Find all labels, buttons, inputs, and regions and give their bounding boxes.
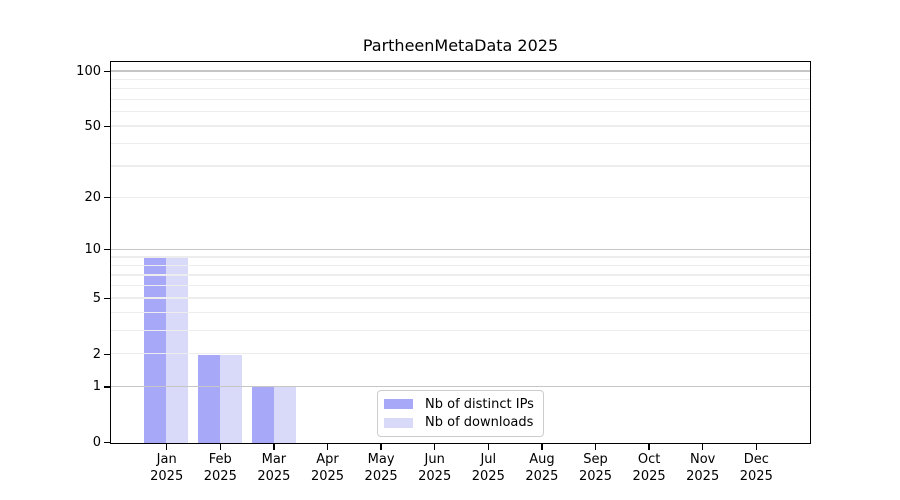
- y-tick-mark: [104, 298, 110, 299]
- x-tick-mark: [380, 444, 381, 450]
- gridline-minor: [111, 353, 810, 354]
- bar-downloads-feb: [220, 355, 242, 443]
- gridline-major: [111, 386, 810, 387]
- x-tick-mark: [166, 444, 167, 450]
- gridline-minor: [111, 256, 810, 257]
- bar-downloads-mar: [274, 387, 296, 443]
- y-tick-label: 5: [40, 289, 101, 308]
- x-tick-mark: [595, 444, 596, 450]
- legend-item-distinct-ips: Nb of distinct IPs: [384, 397, 537, 412]
- y-tick-mark: [104, 126, 110, 127]
- y-tick-label: 20: [40, 188, 101, 207]
- x-tick-mark: [220, 444, 221, 450]
- y-tick-mark: [104, 71, 110, 72]
- y-tick-label: 10: [40, 240, 101, 259]
- legend-label-downloads: Nb of downloads: [425, 415, 533, 430]
- gridline-minor: [111, 79, 810, 80]
- gridline-minor: [111, 165, 810, 166]
- bar-distinct-ips-mar: [252, 387, 274, 443]
- legend-swatch-distinct-ips: [384, 399, 413, 410]
- y-tick-mark: [104, 197, 110, 198]
- bar-distinct-ips-feb: [198, 355, 220, 443]
- gridline-minor: [111, 125, 810, 126]
- gridline-minor: [111, 99, 810, 100]
- gridline-minor: [111, 274, 810, 275]
- x-tick-mark: [702, 444, 703, 450]
- gridline-major: [111, 249, 810, 250]
- y-tick-label: 2: [40, 345, 101, 364]
- y-tick-mark: [104, 249, 110, 250]
- figure: PartheenMetaData 2025 0125102050100 Jan2…: [0, 0, 900, 500]
- y-tick-mark: [104, 442, 110, 443]
- y-tick-label: 0: [40, 433, 101, 452]
- gridline-minor: [111, 265, 810, 266]
- x-tick-mark: [434, 444, 435, 450]
- legend: Nb of distinct IPs Nb of downloads: [377, 390, 544, 437]
- legend-item-downloads: Nb of downloads: [384, 415, 537, 430]
- y-tick-label: 50: [40, 117, 101, 136]
- gridline-minor: [111, 330, 810, 331]
- x-tick-mark: [541, 444, 542, 450]
- gridline-major: [111, 70, 810, 71]
- gridline-minor: [111, 285, 810, 286]
- legend-label-distinct-ips: Nb of distinct IPs: [425, 397, 534, 412]
- chart-title: PartheenMetaData 2025: [110, 36, 811, 55]
- x-tick-label-dec: Dec2025: [721, 452, 791, 485]
- x-tick-mark: [327, 444, 328, 450]
- gridline-minor: [111, 297, 810, 298]
- x-tick-mark: [273, 444, 274, 450]
- y-tick-mark: [104, 386, 110, 387]
- y-tick-label: 1: [40, 377, 101, 396]
- x-tick-mark: [648, 444, 649, 450]
- x-tick-mark: [756, 444, 757, 450]
- y-tick-label: 100: [40, 62, 101, 81]
- gridline-minor: [111, 197, 810, 198]
- gridline-minor: [111, 88, 810, 89]
- y-tick-mark: [104, 354, 110, 355]
- legend-swatch-downloads: [384, 418, 413, 429]
- gridline-minor: [111, 143, 810, 144]
- gridline-minor: [111, 312, 810, 313]
- gridline-minor: [111, 111, 810, 112]
- x-tick-mark: [488, 444, 489, 450]
- plot-area: [110, 61, 811, 444]
